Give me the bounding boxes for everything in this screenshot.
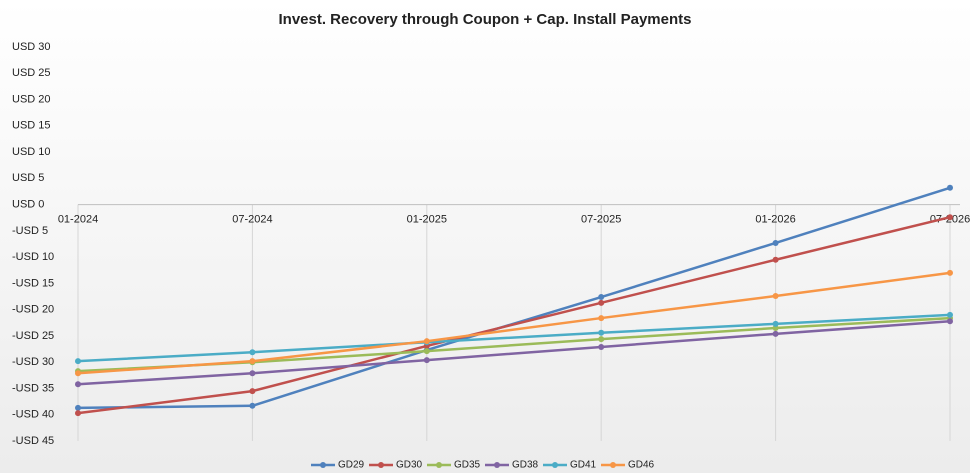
legend-swatch-point (494, 462, 500, 468)
data-point (772, 256, 779, 263)
y-tick-label: USD 10 (12, 146, 51, 158)
data-point (772, 325, 779, 332)
x-tick-label: 07-2025 (581, 214, 621, 226)
data-point (75, 404, 81, 411)
legend-swatch-point (378, 462, 384, 468)
x-tick-label: 01-2025 (407, 214, 447, 226)
series-line (77, 215, 951, 415)
legend-label: GD35 (454, 460, 481, 471)
x-tick-label: 01-2024 (58, 214, 98, 226)
y-tick-label: USD 5 (12, 172, 44, 184)
legend-label: GD38 (512, 460, 539, 471)
data-point (947, 214, 953, 221)
legend-swatch-point (436, 462, 442, 468)
legend-swatch-point (610, 462, 616, 468)
data-point (75, 381, 81, 388)
data-point (249, 349, 256, 356)
y-tick-label: -USD 45 (12, 435, 54, 447)
y-tick-label: USD 25 (12, 67, 51, 79)
x-tick-label: 07-2024 (232, 214, 272, 226)
data-point (423, 338, 430, 345)
y-tick-label: -USD 10 (12, 251, 54, 263)
data-point (75, 370, 81, 377)
data-point (249, 370, 256, 377)
data-point (598, 299, 605, 306)
data-point (772, 330, 779, 337)
data-point (598, 315, 605, 322)
y-tick-label: USD 15 (12, 120, 51, 132)
legend-swatch-point (320, 462, 326, 468)
data-point (947, 318, 953, 325)
data-point (598, 294, 605, 301)
y-tick-label: -USD 25 (12, 330, 54, 342)
series-line (77, 271, 951, 375)
data-point (75, 410, 81, 417)
y-tick-label: USD 30 (12, 41, 51, 53)
data-point (598, 329, 605, 336)
y-tick-label: USD 20 (12, 93, 51, 105)
legend-label: GD29 (338, 460, 365, 471)
data-point (598, 343, 605, 350)
data-point (947, 311, 953, 318)
data-point (947, 184, 953, 191)
data-point (947, 269, 953, 276)
data-point (249, 402, 256, 409)
y-tick-label: -USD 40 (12, 409, 54, 421)
chart-title: Invest. Recovery through Coupon + Cap. I… (278, 11, 691, 28)
legend-swatch-point (552, 462, 558, 468)
y-tick-label: -USD 35 (12, 382, 54, 394)
y-tick-label: -USD 20 (12, 304, 54, 316)
data-point (772, 320, 779, 327)
series-line (77, 319, 951, 386)
x-tick-label: 01-2026 (755, 214, 795, 226)
y-tick-label: -USD 5 (12, 225, 48, 237)
y-tick-label: -USD 30 (12, 356, 54, 368)
data-point (772, 293, 779, 300)
data-point (249, 358, 256, 365)
series-line (77, 313, 951, 363)
data-point (423, 357, 430, 364)
legend-label: GD41 (570, 460, 597, 471)
data-point (772, 239, 779, 246)
y-tick-label: USD 0 (12, 199, 44, 211)
data-point (75, 358, 81, 365)
legend-label: GD46 (628, 460, 655, 471)
legend-label: GD30 (396, 460, 423, 471)
data-point (423, 348, 430, 355)
data-point (598, 336, 605, 343)
data-point (249, 388, 256, 395)
y-tick-label: -USD 15 (12, 277, 54, 289)
